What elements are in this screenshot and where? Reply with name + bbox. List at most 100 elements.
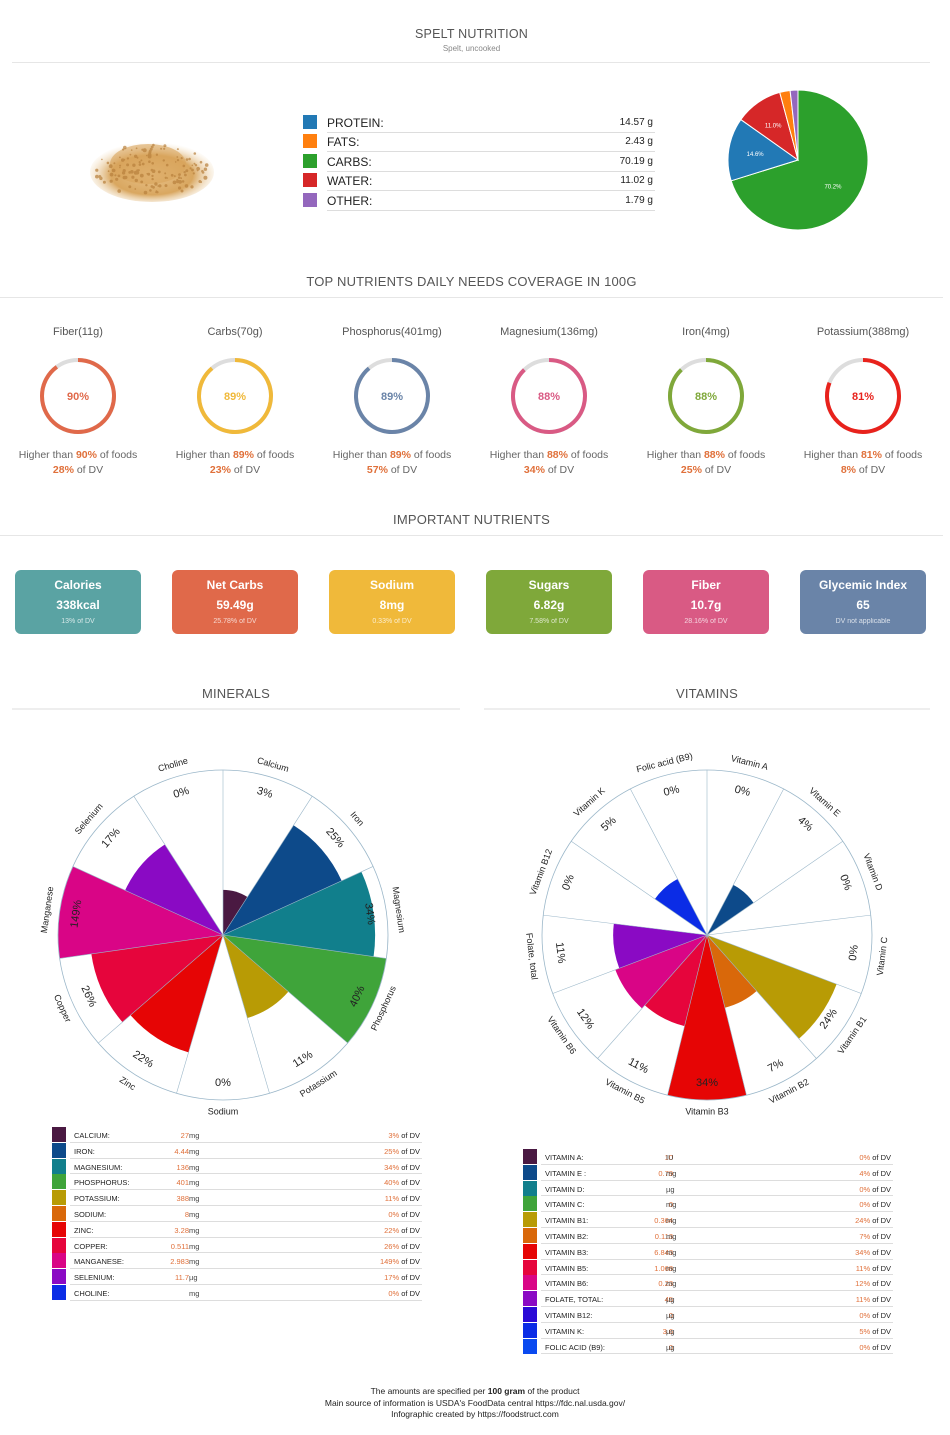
card-note: 25.78% of DV <box>213 618 257 625</box>
nutrient-unit: mg <box>666 1247 677 1257</box>
nutrient-dv-suffix: of DV <box>399 1225 420 1235</box>
card-value: 8mg <box>379 598 405 612</box>
coverage-dv-line: 25% of DV <box>631 463 781 478</box>
card-label: Sugars <box>528 578 570 592</box>
polar-wedge <box>223 825 342 935</box>
nutrient-dv-suffix: of DV <box>399 1288 420 1298</box>
polar-value-label: 11% <box>553 942 567 965</box>
coverage-item: Iron(4mg) 88% Higher than 88% of foods 25% … <box>631 326 781 478</box>
pie-slice-label: 11.0% <box>765 123 782 129</box>
vitamins-title: VITAMINS <box>675 686 739 701</box>
nutrient-color-swatch <box>523 1322 537 1338</box>
nutrient-row: VITAMIN C: 0 mg 0% of DV <box>523 1196 893 1213</box>
nutrient-amount: 3.6 <box>662 1326 673 1336</box>
nutrient-dv-suffix: of DV <box>399 1131 420 1140</box>
nutrient-row: VITAMIN E : 0.79 mg 4% of DV <box>523 1164 893 1181</box>
nutrient-name: VITAMIN D: <box>545 1184 585 1194</box>
row-divider <box>541 1353 893 1355</box>
nutrient-dv-suffix: of DV <box>870 1263 891 1273</box>
nutrient-amount: 0.113 <box>654 1231 673 1241</box>
polar-axis-label: Vitamin B2 <box>767 1077 810 1106</box>
footer-line-3: Infographic created by https://foodstruc… <box>391 1409 559 1419</box>
nutrient-dv-suffix: of DV <box>870 1247 891 1257</box>
nutrient-dv-percent: 11% <box>384 1194 400 1204</box>
nutrient-unit: mg <box>666 1168 677 1178</box>
coverage-text: Higher than 89% of foods 57% of DV <box>317 448 467 478</box>
nutrient-dv-percent: 25% <box>384 1146 400 1156</box>
nutrient-color-swatch <box>523 1338 537 1354</box>
highlight-value: 34% <box>523 464 545 476</box>
nutrient-card: Calories 338kcal 13% of DV <box>15 570 141 634</box>
text: of foods <box>410 449 452 461</box>
nutrient-name: PHOSPHORUS: <box>74 1178 130 1188</box>
nutrient-color-swatch <box>523 1291 537 1307</box>
row-divider <box>70 1236 422 1238</box>
nutrient-dv-percent: 12% <box>855 1279 871 1289</box>
polar-value-label: 0% <box>662 783 681 799</box>
nutrient-name: MANGANESE: <box>74 1257 125 1267</box>
nutrient-name: SELENIUM: <box>74 1273 115 1283</box>
nutrient-dv: 34% of DV <box>855 1248 891 1257</box>
nutrient-row: MANGANESE: 2.983 mg 149% of DV <box>52 1253 422 1270</box>
minerals-title: MINERALS <box>201 686 271 701</box>
nutrient-unit: µg <box>666 1342 675 1352</box>
nutrient-dv: 11% of DV <box>385 1194 420 1203</box>
nutrient-dv: 0% of DV <box>859 1185 891 1194</box>
coverage-ring-label: 89% <box>381 391 403 403</box>
polar-value-label: 0% <box>733 783 752 799</box>
divider <box>484 708 930 710</box>
nutrient-card: Fiber 10.7g 28.16% of DV <box>643 570 769 634</box>
macro-label: FATS: <box>327 135 360 150</box>
nutrient-row: COPPER: 0.511 mg 26% of DV <box>52 1237 422 1254</box>
coverage-dv-line: 34% of DV <box>474 463 624 478</box>
coverage-item: Magnesium(136mg) 88% Higher than 88% of fo… <box>474 326 624 478</box>
nutrient-dv-percent: 40% <box>384 1178 400 1188</box>
nutrient-unit: mg <box>189 1162 200 1172</box>
nutrient-dv-suffix: of DV <box>870 1295 891 1305</box>
minerals-polar-chart: Calcium3%Iron25%Magnesium34%Phosphorus40… <box>39 755 407 1116</box>
card-note: 7.58% of DV <box>529 618 569 625</box>
nutrient-dv-percent: 0% <box>388 1209 400 1219</box>
polar-wedge <box>707 884 754 935</box>
coverage-ring-label: 88% <box>695 391 717 403</box>
coverage-item: Phosphorus(401mg) 89% Higher than 89% of f… <box>317 326 467 478</box>
nutrient-row: MAGNESIUM: 136 mg 34% of DV <box>52 1158 422 1175</box>
row-divider <box>70 1141 422 1143</box>
nutrient-row: CHOLINE: mg 0% of DV <box>52 1284 422 1301</box>
text: of DV <box>387 464 418 476</box>
page-title: SPELT NUTRITION <box>415 27 528 41</box>
row-divider <box>327 170 655 172</box>
nutrient-row: FOLATE, TOTAL: 45 µg 11% of DV <box>523 1291 893 1307</box>
row-divider <box>541 1226 893 1228</box>
card-value: 10.7g <box>690 598 722 612</box>
macronutrient-pie-chart: 70.2% 14.6% 11.0% <box>727 89 869 231</box>
nutrient-amount: 2.983 <box>170 1257 189 1267</box>
coverage-higher-line: Higher than 88% of foods <box>474 448 624 463</box>
coverage-ring: 88% <box>511 358 587 434</box>
coverage-ring-arc <box>354 358 430 434</box>
row-divider <box>70 1283 422 1285</box>
polar-axis-label: Folic acid (B9) <box>635 751 693 774</box>
macro-color-swatch <box>303 153 317 168</box>
coverage-nutrient-name: Phosphorus(401mg) <box>342 326 442 338</box>
nutrient-dv-percent: 22% <box>384 1225 400 1235</box>
card-label: Glycemic Index <box>818 578 908 592</box>
polar-value-label: 17% <box>99 826 123 851</box>
polar-value-label: 11% <box>291 1049 316 1071</box>
coverage-nutrient-name: Iron(4mg) <box>682 326 730 338</box>
polar-value-label: 0% <box>215 1077 231 1089</box>
highlight-value: 28% <box>52 464 74 476</box>
polar-axis-label: Potassium <box>298 1068 339 1099</box>
vitamins-polar-chart: Vitamin A0% Vitamin E4%Vitamin D0%Vitamin… <box>524 751 889 1117</box>
nutrient-name: VITAMIN B3: <box>545 1247 589 1257</box>
coverage-ring: 88% <box>668 358 744 434</box>
nutrient-dv-percent: 17% <box>384 1273 400 1283</box>
nutrient-dv-suffix: of DV <box>870 1168 891 1178</box>
nutrient-dv-percent: 3% <box>388 1131 400 1140</box>
polar-value-label: 4% <box>795 814 815 834</box>
coverage-text: Higher than 88% of foods 25% of DV <box>631 448 781 478</box>
nutrient-unit: mg <box>189 1131 200 1140</box>
nutrient-amount: 45 <box>664 1295 673 1305</box>
pie-slice-carbs <box>730 89 869 231</box>
macro-color-swatch <box>303 173 317 188</box>
